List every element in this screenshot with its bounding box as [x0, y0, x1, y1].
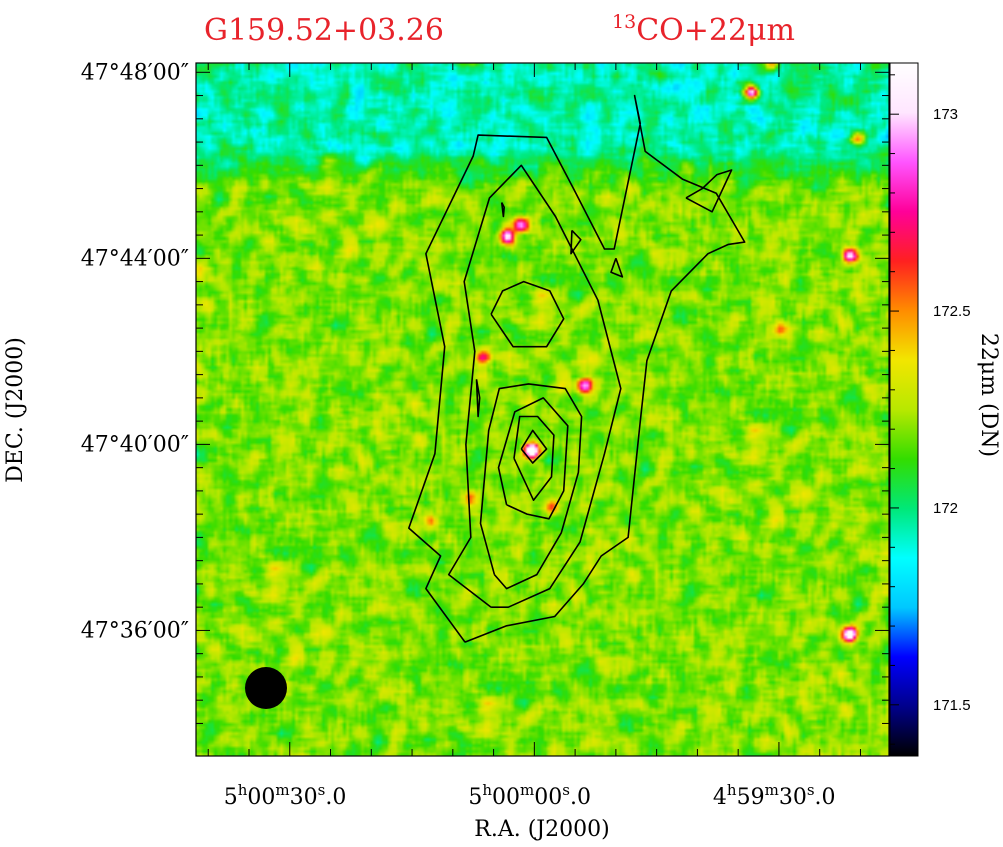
contour-level-10 [685, 169, 733, 213]
x-axis-label: R.A. (J2000) [474, 817, 609, 842]
chart-title-tracer-main: CO+22μm [636, 13, 795, 48]
contour-level-8 [570, 229, 582, 255]
contour-level-3 [479, 383, 583, 590]
x-tick-labels: 5h00m30s.0 5h00m00s.0 4h59m30s.0 [224, 781, 836, 810]
contour-level-7 [490, 280, 565, 348]
co-contours [408, 94, 746, 643]
y-axis-label: DEC. (J2000) [3, 337, 28, 483]
contour-level-11 [500, 202, 505, 218]
contour-level-4 [497, 397, 569, 520]
colorbar-frame [889, 62, 919, 757]
y-tick-label-3: 47°40′00″ [81, 432, 189, 457]
colorbar [890, 63, 918, 756]
x-tick-label-2: 5h00m00s.0 [468, 781, 591, 810]
intensity-map-22um [196, 63, 889, 756]
contour-level-2 [447, 164, 622, 608]
plot-area [196, 63, 889, 756]
chart-title-tracer: 13CO+22μm [612, 11, 795, 48]
colorbar-tick-label-4: 173 [933, 106, 958, 123]
y-tick-labels: 47°48′00″ 47°44′00″ 47°40′00″ 47°36′00″ [81, 60, 189, 643]
plot-frame [195, 62, 890, 757]
contour-level-6 [520, 429, 548, 464]
contour-level-5 [513, 415, 555, 501]
chart-title-source: G159.52+03.26 [204, 13, 444, 48]
y-tick-label-1: 47°48′00″ [81, 60, 189, 85]
contour-level-12 [475, 379, 481, 418]
axis-ticks [196, 63, 889, 756]
colorbar-label: 22μm (DN) [976, 333, 1001, 457]
colorbar-tick-label-3: 172.5 [933, 303, 971, 320]
beam-ellipse [245, 667, 287, 709]
x-tick-label-1: 5h00m30s.0 [224, 781, 347, 810]
colorbar-tick-label-1: 171.5 [933, 697, 971, 714]
contour-level-9 [610, 258, 624, 278]
y-tick-label-2: 47°44′00″ [81, 246, 189, 271]
chart-title-tracer-sup: 13 [612, 11, 636, 33]
colorbar-ticks: 171.5 172 172.5 173 [890, 74, 971, 745]
colorbar-tick-label-2: 172 [933, 500, 958, 517]
x-tick-label-3: 4h59m30s.0 [713, 781, 836, 810]
y-tick-label-4: 47°36′00″ [81, 618, 189, 643]
contour-level-1 [408, 94, 746, 643]
